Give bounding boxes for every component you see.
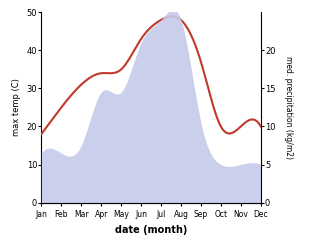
Y-axis label: max temp (C): max temp (C) bbox=[12, 79, 21, 136]
Y-axis label: med. precipitation (kg/m2): med. precipitation (kg/m2) bbox=[284, 56, 293, 159]
X-axis label: date (month): date (month) bbox=[115, 225, 187, 235]
